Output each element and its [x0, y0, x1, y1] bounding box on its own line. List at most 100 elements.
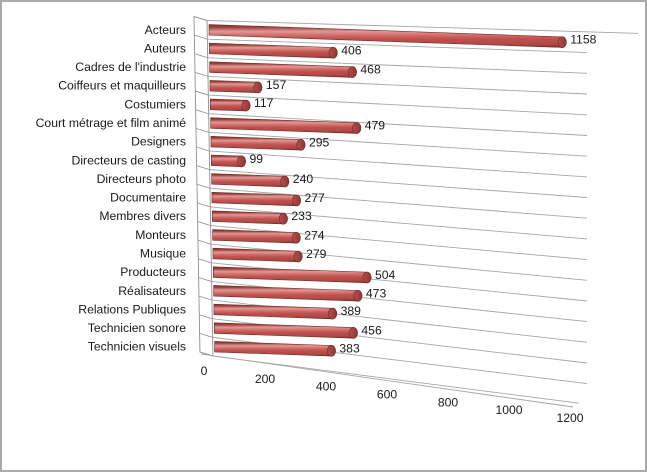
- bar-13[interactable]: [212, 266, 368, 284]
- wall-row-divider: [194, 72, 209, 77]
- wall-row-divider: [196, 146, 210, 152]
- bar-end-cap: [296, 139, 306, 151]
- value-label: 157: [266, 78, 287, 92]
- bar-end-cap: [328, 46, 338, 59]
- wall-row-divider: [195, 109, 209, 115]
- value-label: 456: [361, 323, 382, 337]
- bar-6[interactable]: [210, 136, 302, 151]
- bar-8[interactable]: [211, 173, 286, 188]
- gridline: [208, 113, 588, 136]
- category-axis-label: Court métrage et film animé: [36, 116, 187, 130]
- value-label: 279: [306, 247, 327, 261]
- gridline: [208, 131, 588, 157]
- gridline: [210, 206, 588, 240]
- value-axis-tick-label: 1200: [556, 411, 583, 425]
- category-axis-label: Costumiers: [124, 97, 186, 111]
- bar-17[interactable]: [214, 341, 332, 357]
- bar-2[interactable]: [209, 61, 353, 78]
- gridline: [206, 20, 639, 34]
- value-axis-tick-label: 200: [255, 372, 276, 386]
- value-label: 295: [309, 135, 330, 149]
- value-label: 383: [339, 341, 360, 355]
- bar-5[interactable]: [210, 117, 357, 134]
- bar-end-cap: [326, 344, 336, 357]
- category-axis-label: Directeurs de casting: [72, 153, 186, 167]
- gridline: [210, 225, 588, 261]
- value-label: 479: [365, 119, 386, 133]
- bar-1[interactable]: [209, 42, 334, 59]
- wall-row-divider: [199, 314, 213, 320]
- gridline: [207, 57, 588, 74]
- bar-end-cap: [352, 122, 362, 134]
- category-axis-label: Auteurs: [144, 42, 186, 56]
- wall-row-divider: [193, 16, 208, 21]
- wall-row-divider: [197, 239, 212, 245]
- wall-row-divider: [196, 165, 210, 171]
- category-axis-label: Monteurs: [135, 228, 186, 242]
- category-axis-label: Musique: [140, 247, 186, 261]
- bar-3[interactable]: [209, 80, 259, 94]
- wall-row-divider: [194, 53, 208, 59]
- bar-end-cap: [291, 194, 301, 207]
- category-axis-label: Producteurs: [120, 265, 186, 279]
- value-label: 117: [254, 96, 274, 110]
- value-label: 99: [250, 152, 264, 166]
- bar-end-cap: [347, 66, 357, 78]
- category-axis-label: Technicien sonore: [88, 321, 186, 335]
- bar-4[interactable]: [210, 98, 247, 112]
- bar-12[interactable]: [212, 247, 299, 263]
- bar-end-cap: [291, 232, 301, 244]
- gridline: [207, 75, 588, 95]
- value-label: 233: [291, 209, 312, 223]
- wall-row-divider: [197, 221, 211, 226]
- chart-floor-edge: [200, 353, 574, 408]
- wall-row-divider: [198, 277, 212, 282]
- bar-end-cap: [241, 99, 251, 112]
- value-axis-tick-label: 800: [438, 395, 459, 409]
- bar-16[interactable]: [213, 322, 354, 339]
- bar-end-cap: [328, 307, 338, 320]
- bar-10[interactable]: [212, 210, 284, 225]
- value-axis-tick-label: 600: [377, 388, 398, 402]
- bar-0[interactable]: [208, 24, 563, 48]
- gridline: [209, 187, 588, 219]
- gridline: [208, 94, 588, 116]
- bar-end-cap: [557, 36, 567, 49]
- bar-14[interactable]: [213, 285, 359, 302]
- category-axis-label: Cadres de l'industrie: [75, 60, 186, 74]
- value-label: 406: [341, 43, 362, 57]
- value-label: 468: [360, 63, 381, 77]
- bar-end-cap: [253, 81, 263, 94]
- wall-row-divider: [195, 90, 209, 96]
- wall-row-divider: [195, 127, 210, 133]
- bar-7[interactable]: [211, 154, 242, 168]
- value-label: 1158: [570, 33, 596, 47]
- gridline: [209, 150, 588, 178]
- bar-end-cap: [237, 155, 247, 168]
- gridline: [209, 169, 588, 198]
- gridline: [212, 355, 580, 404]
- bar-end-cap: [280, 175, 290, 188]
- value-axis-tick-label: 1000: [495, 403, 522, 417]
- bar-11[interactable]: [212, 229, 297, 244]
- value-label: 274: [304, 228, 325, 242]
- category-axis-label: Réalisateurs: [118, 284, 186, 298]
- bar-end-cap: [348, 327, 358, 339]
- wall-row-divider: [194, 34, 208, 40]
- bar-end-cap: [362, 271, 372, 284]
- value-label: 504: [375, 268, 396, 282]
- bar-end-cap: [353, 289, 363, 302]
- value-label: 240: [293, 172, 314, 186]
- category-axis-label: Technicien visuels: [88, 340, 186, 354]
- wall-row-divider: [196, 183, 211, 189]
- wall-row-divider: [198, 295, 213, 301]
- bar-15[interactable]: [213, 303, 333, 320]
- value-label: 473: [366, 286, 387, 300]
- category-axis-label: Membres divers: [99, 209, 186, 223]
- category-axis-label: Acteurs: [145, 23, 186, 37]
- bar-end-cap: [278, 212, 288, 225]
- value-label: 389: [341, 304, 362, 318]
- category-axis-label: Coiffeurs et maquilleurs: [58, 79, 186, 93]
